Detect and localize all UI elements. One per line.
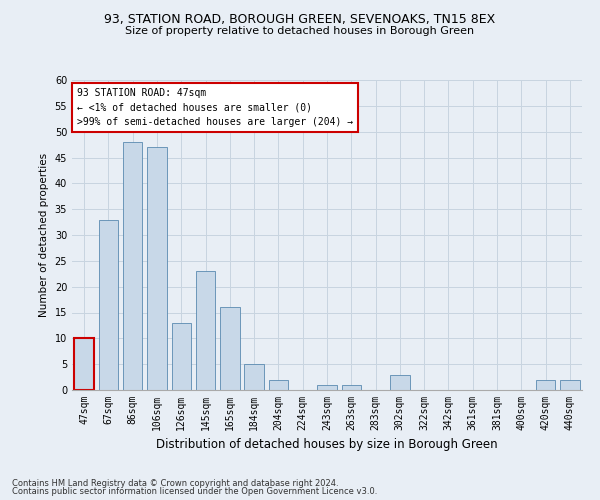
Bar [74,338,94,390]
Text: 93 STATION ROAD: 47sqm
← <1% of detached houses are smaller (0)
>99% of semi-det: 93 STATION ROAD: 47sqm ← <1% of detached… [77,88,353,128]
Text: Size of property relative to detached houses in Borough Green: Size of property relative to detached ho… [125,26,475,36]
Bar [244,364,264,390]
Bar [99,220,118,390]
Text: Contains public sector information licensed under the Open Government Licence v3: Contains public sector information licen… [12,487,377,496]
Bar [123,142,142,390]
Bar [220,308,239,390]
Bar [317,385,337,390]
Text: 93, STATION ROAD, BOROUGH GREEN, SEVENOAKS, TN15 8EX: 93, STATION ROAD, BOROUGH GREEN, SEVENOA… [104,12,496,26]
Y-axis label: Number of detached properties: Number of detached properties [39,153,49,317]
Bar [196,271,215,390]
Bar [269,380,288,390]
Bar [536,380,555,390]
Bar [560,380,580,390]
Bar [341,385,361,390]
X-axis label: Distribution of detached houses by size in Borough Green: Distribution of detached houses by size … [156,438,498,452]
Bar [147,147,167,390]
Text: Contains HM Land Registry data © Crown copyright and database right 2024.: Contains HM Land Registry data © Crown c… [12,478,338,488]
Bar [390,374,410,390]
Bar [172,323,191,390]
